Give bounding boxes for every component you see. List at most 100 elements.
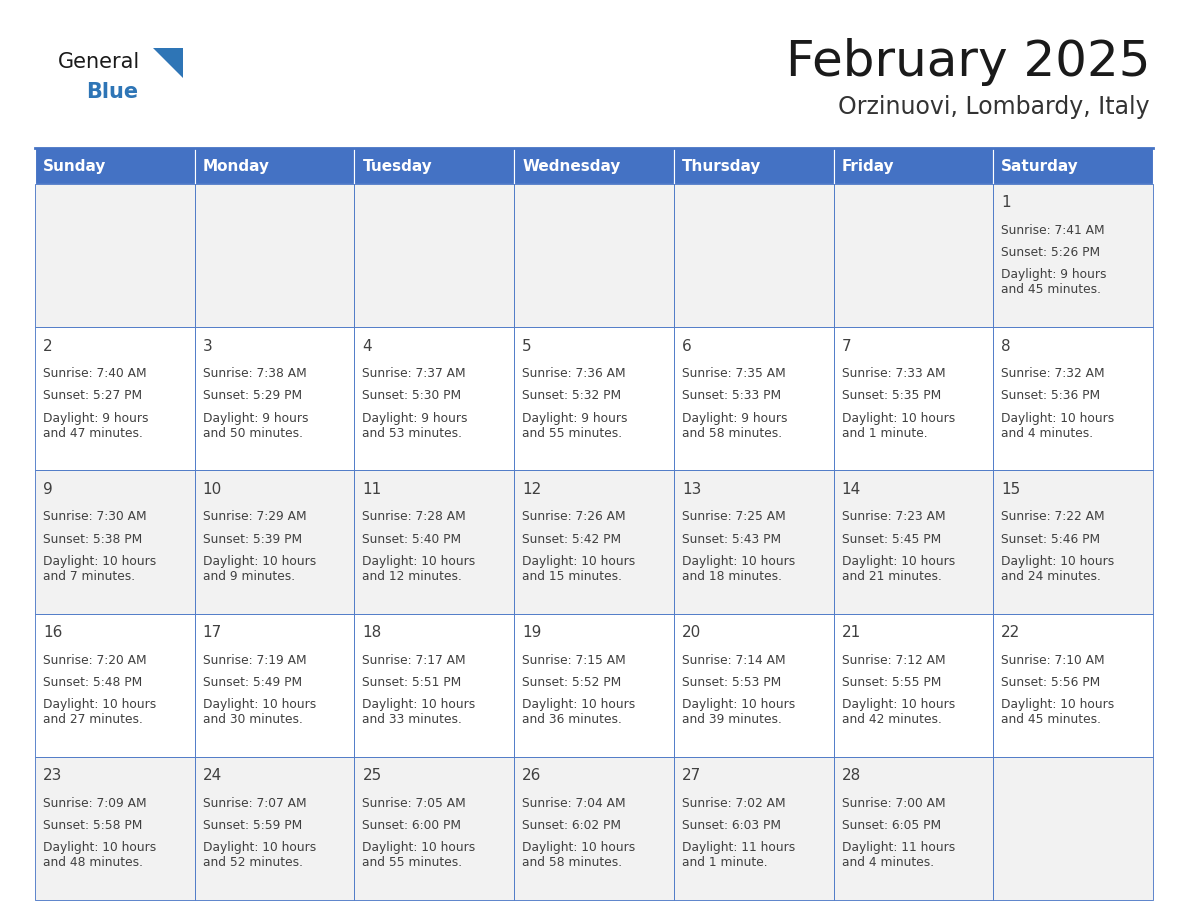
Text: Sunset: 5:27 PM: Sunset: 5:27 PM (43, 389, 143, 402)
Text: Sunrise: 7:37 AM: Sunrise: 7:37 AM (362, 367, 466, 380)
FancyBboxPatch shape (674, 470, 834, 613)
FancyBboxPatch shape (514, 470, 674, 613)
Text: Sunset: 5:40 PM: Sunset: 5:40 PM (362, 532, 462, 545)
Text: 7: 7 (841, 339, 851, 353)
FancyBboxPatch shape (834, 327, 993, 470)
Text: 4: 4 (362, 339, 372, 353)
FancyBboxPatch shape (514, 613, 674, 756)
FancyBboxPatch shape (354, 148, 514, 184)
FancyBboxPatch shape (674, 184, 834, 327)
FancyBboxPatch shape (514, 756, 674, 900)
Text: Sunset: 5:32 PM: Sunset: 5:32 PM (523, 389, 621, 402)
Text: Daylight: 10 hours
and 52 minutes.: Daylight: 10 hours and 52 minutes. (203, 841, 316, 869)
Text: Sunrise: 7:09 AM: Sunrise: 7:09 AM (43, 797, 146, 810)
Text: 23: 23 (43, 768, 62, 783)
Text: Sunrise: 7:36 AM: Sunrise: 7:36 AM (523, 367, 626, 380)
FancyBboxPatch shape (34, 327, 195, 470)
Text: Sunrise: 7:17 AM: Sunrise: 7:17 AM (362, 654, 466, 666)
Text: Sunrise: 7:29 AM: Sunrise: 7:29 AM (203, 510, 307, 523)
Text: 5: 5 (523, 339, 532, 353)
Text: 26: 26 (523, 768, 542, 783)
FancyBboxPatch shape (354, 184, 514, 327)
Text: Sunset: 5:48 PM: Sunset: 5:48 PM (43, 676, 143, 688)
Text: 15: 15 (1001, 482, 1020, 497)
FancyBboxPatch shape (34, 148, 195, 184)
Text: Daylight: 10 hours
and 7 minutes.: Daylight: 10 hours and 7 minutes. (43, 554, 157, 583)
Text: Sunset: 6:02 PM: Sunset: 6:02 PM (523, 819, 621, 832)
FancyBboxPatch shape (674, 613, 834, 756)
Text: 21: 21 (841, 625, 861, 640)
Text: Sunset: 5:56 PM: Sunset: 5:56 PM (1001, 676, 1100, 688)
Text: Daylight: 9 hours
and 50 minutes.: Daylight: 9 hours and 50 minutes. (203, 411, 308, 440)
Text: Sunset: 5:36 PM: Sunset: 5:36 PM (1001, 389, 1100, 402)
FancyBboxPatch shape (195, 327, 354, 470)
Text: 3: 3 (203, 339, 213, 353)
Text: Thursday: Thursday (682, 159, 762, 174)
Text: Daylight: 9 hours
and 55 minutes.: Daylight: 9 hours and 55 minutes. (523, 411, 627, 440)
Text: Sunrise: 7:35 AM: Sunrise: 7:35 AM (682, 367, 785, 380)
FancyBboxPatch shape (195, 148, 354, 184)
Text: Daylight: 10 hours
and 9 minutes.: Daylight: 10 hours and 9 minutes. (203, 554, 316, 583)
Text: Sunrise: 7:04 AM: Sunrise: 7:04 AM (523, 797, 626, 810)
Text: Daylight: 10 hours
and 55 minutes.: Daylight: 10 hours and 55 minutes. (362, 841, 475, 869)
Text: Daylight: 10 hours
and 12 minutes.: Daylight: 10 hours and 12 minutes. (362, 554, 475, 583)
FancyBboxPatch shape (514, 327, 674, 470)
FancyBboxPatch shape (834, 756, 993, 900)
Text: Daylight: 10 hours
and 36 minutes.: Daylight: 10 hours and 36 minutes. (523, 698, 636, 726)
FancyBboxPatch shape (674, 327, 834, 470)
FancyBboxPatch shape (354, 470, 514, 613)
Text: Monday: Monday (203, 159, 270, 174)
Text: Blue: Blue (86, 82, 138, 102)
Text: Daylight: 10 hours
and 4 minutes.: Daylight: 10 hours and 4 minutes. (1001, 411, 1114, 440)
FancyBboxPatch shape (993, 613, 1154, 756)
Text: 22: 22 (1001, 625, 1020, 640)
Text: Sunrise: 7:14 AM: Sunrise: 7:14 AM (682, 654, 785, 666)
Polygon shape (153, 48, 183, 78)
FancyBboxPatch shape (674, 148, 834, 184)
Text: Sunrise: 7:10 AM: Sunrise: 7:10 AM (1001, 654, 1105, 666)
Text: 11: 11 (362, 482, 381, 497)
Text: Daylight: 9 hours
and 47 minutes.: Daylight: 9 hours and 47 minutes. (43, 411, 148, 440)
Text: Sunset: 5:42 PM: Sunset: 5:42 PM (523, 532, 621, 545)
Text: 25: 25 (362, 768, 381, 783)
FancyBboxPatch shape (993, 148, 1154, 184)
FancyBboxPatch shape (195, 184, 354, 327)
Text: Sunset: 5:45 PM: Sunset: 5:45 PM (841, 532, 941, 545)
Text: Sunrise: 7:32 AM: Sunrise: 7:32 AM (1001, 367, 1105, 380)
Text: Daylight: 11 hours
and 4 minutes.: Daylight: 11 hours and 4 minutes. (841, 841, 955, 869)
FancyBboxPatch shape (834, 613, 993, 756)
Text: 2: 2 (43, 339, 52, 353)
Text: Sunrise: 7:30 AM: Sunrise: 7:30 AM (43, 510, 146, 523)
FancyBboxPatch shape (993, 756, 1154, 900)
Text: 16: 16 (43, 625, 62, 640)
FancyBboxPatch shape (514, 148, 674, 184)
FancyBboxPatch shape (195, 613, 354, 756)
Text: 14: 14 (841, 482, 861, 497)
Text: Sunset: 5:46 PM: Sunset: 5:46 PM (1001, 532, 1100, 545)
FancyBboxPatch shape (354, 613, 514, 756)
Text: Sunset: 5:26 PM: Sunset: 5:26 PM (1001, 246, 1100, 259)
Text: Sunset: 6:00 PM: Sunset: 6:00 PM (362, 819, 461, 832)
Text: Sunset: 5:30 PM: Sunset: 5:30 PM (362, 389, 462, 402)
Text: Sunset: 5:51 PM: Sunset: 5:51 PM (362, 676, 462, 688)
Text: 8: 8 (1001, 339, 1011, 353)
Text: Sunrise: 7:07 AM: Sunrise: 7:07 AM (203, 797, 307, 810)
Text: Orzinuovi, Lombardy, Italy: Orzinuovi, Lombardy, Italy (839, 95, 1150, 119)
Text: Sunrise: 7:26 AM: Sunrise: 7:26 AM (523, 510, 626, 523)
Text: Sunset: 5:43 PM: Sunset: 5:43 PM (682, 532, 781, 545)
Text: Daylight: 10 hours
and 24 minutes.: Daylight: 10 hours and 24 minutes. (1001, 554, 1114, 583)
FancyBboxPatch shape (993, 470, 1154, 613)
Text: Daylight: 10 hours
and 58 minutes.: Daylight: 10 hours and 58 minutes. (523, 841, 636, 869)
Text: Daylight: 10 hours
and 27 minutes.: Daylight: 10 hours and 27 minutes. (43, 698, 157, 726)
Text: Sunrise: 7:00 AM: Sunrise: 7:00 AM (841, 797, 946, 810)
FancyBboxPatch shape (34, 756, 195, 900)
Text: Daylight: 10 hours
and 1 minute.: Daylight: 10 hours and 1 minute. (841, 411, 955, 440)
FancyBboxPatch shape (34, 470, 195, 613)
Text: 18: 18 (362, 625, 381, 640)
Text: Sunrise: 7:25 AM: Sunrise: 7:25 AM (682, 510, 785, 523)
Text: February 2025: February 2025 (785, 38, 1150, 86)
Text: 27: 27 (682, 768, 701, 783)
FancyBboxPatch shape (993, 184, 1154, 327)
Text: Daylight: 9 hours
and 58 minutes.: Daylight: 9 hours and 58 minutes. (682, 411, 788, 440)
Text: 6: 6 (682, 339, 691, 353)
